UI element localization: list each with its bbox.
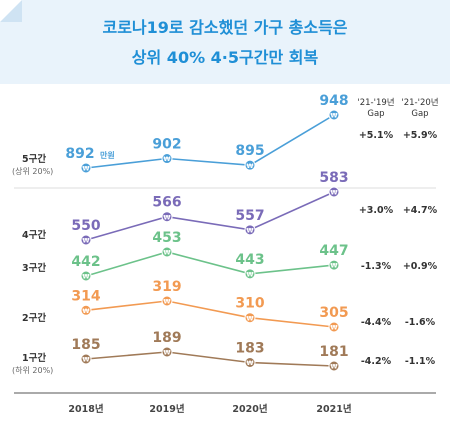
gap-value: -1.3% — [361, 261, 392, 272]
gap-header-2-sub: Gap — [411, 109, 428, 119]
data-point — [328, 259, 340, 271]
series-label-2: 4구간 — [22, 229, 46, 241]
data-label: 181 — [319, 344, 348, 360]
data-point — [328, 109, 340, 121]
won-icon: ₩ — [330, 262, 338, 270]
data-label: 442 — [71, 254, 100, 270]
series-sublabel-1: (상위 20%) — [12, 166, 53, 176]
x-tick-label: 2021년 — [316, 403, 351, 415]
data-point — [328, 360, 340, 372]
data-label: 189 — [152, 330, 181, 346]
data-label: 550 — [71, 218, 100, 234]
chart-title-line-2: 상위 40% 4·5구간만 회복 — [131, 48, 319, 67]
won-icon: ₩ — [82, 237, 90, 245]
data-point — [328, 321, 340, 333]
data-label: 443 — [235, 252, 264, 268]
data-point — [244, 268, 256, 280]
won-icon: ₩ — [163, 155, 171, 163]
data-point — [161, 246, 173, 258]
x-tick-label: 2019년 — [149, 403, 184, 415]
won-icon: ₩ — [163, 249, 171, 257]
data-point — [244, 159, 256, 171]
series-line-1 — [85, 114, 335, 169]
gap-header-2: '21-'20년 — [401, 97, 438, 108]
won-icon: ₩ — [246, 359, 254, 367]
series-line-2 — [85, 191, 335, 241]
gap-value: +3.0% — [359, 205, 394, 216]
data-label: 566 — [152, 195, 181, 211]
title-banner: 코로나19로 감소했던 가구 총소득은 상위 40% 4·5구간만 회복 — [0, 0, 450, 84]
gap-header-1: '21-'19년 — [357, 97, 394, 108]
series-sublabel-5: (하위 20%) — [12, 365, 53, 375]
gap-value: +0.9% — [403, 261, 438, 272]
won-icon: ₩ — [330, 324, 338, 332]
data-label: 183 — [235, 341, 264, 357]
won-icon: ₩ — [246, 226, 254, 234]
data-label: 447 — [319, 243, 348, 259]
data-point — [244, 357, 256, 368]
data-label: 305 — [319, 305, 348, 321]
data-point — [244, 224, 256, 236]
gap-value: -4.4% — [361, 317, 392, 328]
data-label: 314 — [71, 288, 100, 304]
chart-title-line-1: 코로나19로 감소했던 가구 총소득은 — [102, 18, 348, 37]
data-label: 185 — [71, 337, 100, 353]
series-label-5: 1구간 — [22, 352, 46, 364]
won-icon: ₩ — [82, 165, 90, 173]
data-point — [80, 234, 92, 246]
gap-value: -1.6% — [405, 317, 436, 328]
data-point — [161, 153, 173, 165]
gap-value: +4.7% — [403, 205, 438, 216]
unit-label: 만원 — [100, 150, 115, 160]
data-point — [244, 312, 256, 324]
x-tick-label: 2018년 — [68, 403, 103, 415]
data-point — [328, 186, 340, 198]
data-point — [80, 162, 92, 174]
series-line-4 — [85, 300, 335, 328]
data-label: 902 — [152, 137, 181, 153]
data-label: 892 — [65, 146, 94, 162]
data-label: 948 — [319, 93, 348, 109]
won-icon: ₩ — [163, 298, 171, 306]
data-point — [80, 353, 92, 365]
page-fold-corner — [0, 0, 22, 22]
won-icon: ₩ — [163, 349, 171, 357]
series-label-3: 3구간 — [22, 262, 46, 274]
won-icon: ₩ — [82, 356, 90, 364]
data-label: 310 — [235, 296, 264, 312]
series-label-1: 5구간 — [22, 153, 46, 165]
data-point — [161, 211, 173, 223]
data-point — [161, 295, 173, 307]
won-icon: ₩ — [82, 273, 90, 281]
won-icon: ₩ — [330, 189, 338, 197]
series-line-5 — [85, 351, 335, 367]
won-icon: ₩ — [330, 112, 338, 120]
data-point — [80, 304, 92, 316]
data-label: 453 — [152, 230, 181, 246]
gap-header-1-sub: Gap — [367, 109, 384, 119]
won-icon: ₩ — [330, 363, 338, 371]
data-point — [80, 270, 92, 282]
data-label: 319 — [152, 279, 181, 295]
x-tick-label: 2020년 — [232, 403, 267, 415]
won-icon: ₩ — [246, 270, 254, 278]
gap-value: +5.9% — [403, 130, 438, 141]
won-icon: ₩ — [163, 213, 171, 221]
gap-value: -1.1% — [405, 356, 436, 367]
won-icon: ₩ — [246, 314, 254, 322]
data-point — [161, 346, 173, 358]
gap-value: +5.1% — [359, 130, 394, 141]
won-icon: ₩ — [82, 307, 90, 315]
series-line-3 — [85, 251, 335, 277]
series-label-4: 2구간 — [22, 312, 46, 324]
data-label: 583 — [319, 170, 348, 186]
won-icon: ₩ — [246, 162, 254, 170]
data-label: 895 — [235, 143, 264, 159]
data-label: 557 — [235, 208, 264, 224]
gap-value: -4.2% — [361, 356, 392, 367]
